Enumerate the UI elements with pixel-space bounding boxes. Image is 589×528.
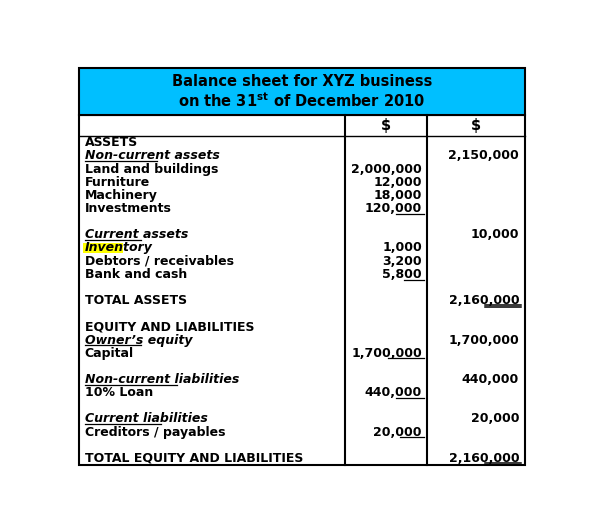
Text: EQUITY AND LIABILITIES: EQUITY AND LIABILITIES: [85, 320, 254, 333]
Text: Current assets: Current assets: [85, 228, 188, 241]
Text: 1,700,000: 1,700,000: [351, 347, 422, 360]
Text: Balance sheet for XYZ business: Balance sheet for XYZ business: [171, 73, 432, 89]
Bar: [79, 115, 525, 465]
Text: 10% Loan: 10% Loan: [85, 386, 153, 399]
Text: 18,000: 18,000: [373, 189, 422, 202]
Text: 3,200: 3,200: [382, 254, 422, 268]
Text: Non-current assets: Non-current assets: [85, 149, 220, 163]
Text: 2,160,000: 2,160,000: [448, 294, 519, 307]
Text: 12,000: 12,000: [373, 176, 422, 188]
Text: 2,160,000: 2,160,000: [448, 452, 519, 465]
Text: 2,150,000: 2,150,000: [448, 149, 519, 163]
Text: $: $: [471, 118, 481, 133]
Text: 20,000: 20,000: [373, 426, 422, 439]
Text: Creditors / payables: Creditors / payables: [85, 426, 225, 439]
Text: Land and buildings: Land and buildings: [85, 163, 218, 175]
Text: Current liabilities: Current liabilities: [85, 412, 207, 426]
Text: Non-current liabilities: Non-current liabilities: [85, 373, 239, 386]
Text: on the 31$\mathbf{^{st}}$ of December 2010: on the 31$\mathbf{^{st}}$ of December 20…: [178, 91, 425, 110]
Text: 20,000: 20,000: [471, 412, 519, 426]
Text: 10,000: 10,000: [471, 228, 519, 241]
Text: 1,000: 1,000: [382, 241, 422, 254]
Text: Inventory: Inventory: [85, 241, 153, 254]
Text: 440,000: 440,000: [365, 386, 422, 399]
Text: Bank and cash: Bank and cash: [85, 268, 187, 281]
Bar: [83, 243, 123, 253]
Text: Investments: Investments: [85, 202, 171, 215]
Text: Furniture: Furniture: [85, 176, 150, 188]
Text: ASSETS: ASSETS: [85, 136, 138, 149]
Text: 440,000: 440,000: [462, 373, 519, 386]
Text: 1,700,000: 1,700,000: [448, 334, 519, 346]
Text: Debtors / receivables: Debtors / receivables: [85, 254, 234, 268]
Text: 120,000: 120,000: [365, 202, 422, 215]
Bar: [79, 68, 525, 115]
Text: TOTAL ASSETS: TOTAL ASSETS: [85, 294, 187, 307]
Text: 2,000,000: 2,000,000: [351, 163, 422, 175]
Text: Machinery: Machinery: [85, 189, 157, 202]
Text: $: $: [381, 118, 391, 133]
Text: TOTAL EQUITY AND LIABILITIES: TOTAL EQUITY AND LIABILITIES: [85, 452, 303, 465]
Text: Owner’s equity: Owner’s equity: [85, 334, 192, 346]
Text: 5,800: 5,800: [382, 268, 422, 281]
Text: Capital: Capital: [85, 347, 134, 360]
